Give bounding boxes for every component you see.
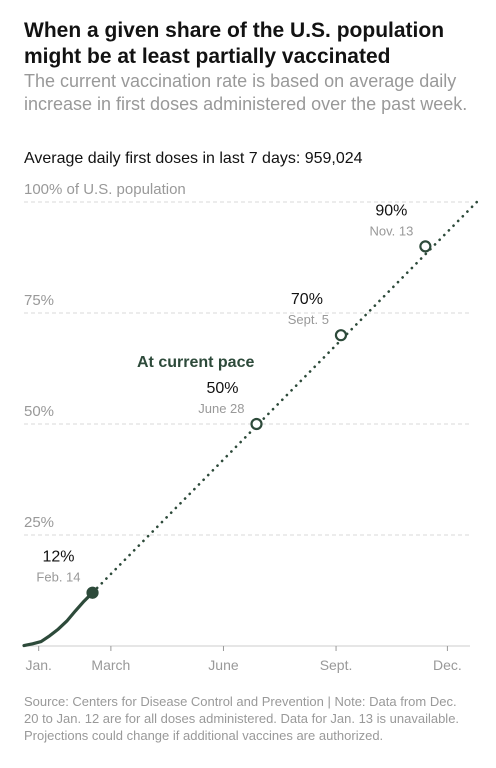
projected-pace-line: [91, 200, 479, 595]
y-tick-label: 25%: [24, 514, 54, 531]
x-tick-label: Sept.: [320, 657, 353, 673]
annotation-date-label: June 28: [198, 401, 244, 416]
chart-subtitle: The current vaccination rate is based on…: [24, 71, 468, 114]
x-tick-label: Dec.: [433, 657, 462, 673]
average-daily-doses: Average daily first doses in last 7 days…: [24, 150, 363, 167]
annotation-date-label: Feb. 14: [36, 570, 80, 585]
annotation-value-label: 12%: [42, 549, 74, 566]
milestone-marker: [419, 240, 432, 253]
y-tick-label: 100% of U.S. population: [24, 181, 186, 198]
annotation-value-label: 50%: [206, 380, 238, 397]
x-tick-label: Jan.: [25, 657, 51, 673]
y-tick-label: 50%: [24, 403, 54, 420]
y-tick-label: 75%: [24, 292, 54, 309]
chart-title: When a given share of the U.S. populatio…: [24, 19, 445, 68]
annotation-date-label: Sept. 5: [288, 312, 329, 327]
x-tick-label: June: [208, 657, 239, 673]
source-note: Source: Centers for Disease Control and …: [24, 694, 460, 743]
milestone-marker: [250, 417, 263, 431]
current-value-marker: [86, 586, 99, 599]
x-tick-label: March: [91, 657, 130, 673]
milestone-marker: [334, 329, 348, 342]
actual-vaccination-line: [22, 591, 95, 648]
vaccination-projection-chart: 100% of U.S. population 75% 50% 25% Jan. Marc…: [22, 181, 479, 673]
annotation-value-label: 90%: [375, 202, 407, 219]
annotation-date-label: Nov. 13: [370, 223, 414, 238]
pace-label: At current pace: [137, 354, 254, 371]
annotation-value-label: 70%: [291, 291, 323, 308]
